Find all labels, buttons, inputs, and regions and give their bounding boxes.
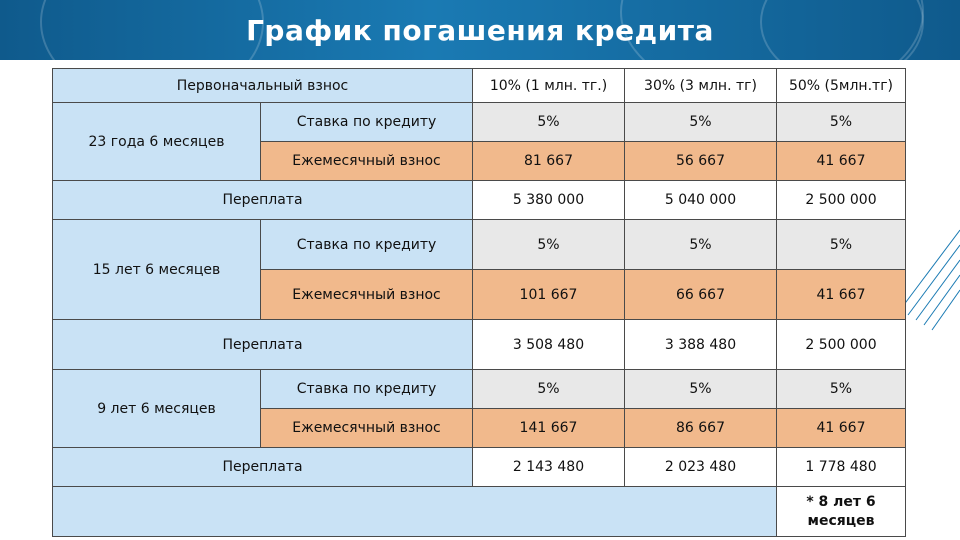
rate-label: Ставка по кредиту [260, 369, 473, 409]
footer-blank [52, 486, 777, 537]
header-row: Первоначальный взнос 10% (1 млн. тг.) 30… [52, 68, 906, 103]
decor-swirl [760, 0, 924, 60]
header-first-col: Первоначальный взнос [52, 68, 473, 103]
title-bar: График погашения кредита [0, 0, 960, 60]
overpay-label: Переплата [52, 447, 473, 487]
table-row: 9 лет 6 месяцев Ставка по кредиту 5% 5% … [52, 369, 906, 448]
overpay-cell: 2 500 000 [776, 319, 906, 370]
overpay-label: Переплата [52, 319, 473, 370]
table-row: Ежемесячный взнос 141 667 86 667 41 667 [53, 408, 906, 448]
rate-label: Ставка по кредиту [260, 219, 473, 270]
monthly-cell: 141 667 [472, 408, 625, 448]
rate-cell: 5% [472, 102, 625, 142]
rate-cell: 5% [472, 369, 625, 409]
overpay-cell: 2 500 000 [776, 180, 906, 220]
footnote: * 8 лет 6 месяцев [776, 486, 906, 537]
header-col3: 50% (5млн.тг) [776, 68, 906, 103]
decor-lines [899, 229, 960, 331]
rate-cell: 5% [624, 369, 777, 409]
monthly-cell: 66 667 [624, 269, 777, 320]
rate-cell: 5% [776, 219, 906, 270]
monthly-cell: 41 667 [776, 408, 906, 448]
table-row: Переплата 3 508 480 3 388 480 2 500 000 [52, 319, 906, 370]
monthly-cell: 86 667 [624, 408, 777, 448]
table-row: Переплата 5 380 000 5 040 000 2 500 000 [52, 180, 906, 220]
overpay-cell: 3 508 480 [472, 319, 625, 370]
monthly-cell: 41 667 [776, 269, 906, 320]
rate-cell: 5% [624, 102, 777, 142]
table-row: 23 года 6 месяцев Ставка по кредиту 5% 5… [52, 102, 906, 181]
overpay-cell: 3 388 480 [624, 319, 777, 370]
monthly-label: Ежемесячный взнос [260, 408, 473, 448]
monthly-cell: 56 667 [624, 141, 777, 181]
header-col2: 30% (3 млн. тг) [624, 68, 777, 103]
overpay-cell: 5 380 000 [472, 180, 625, 220]
monthly-cell: 41 667 [776, 141, 906, 181]
overpay-cell: 2 023 480 [624, 447, 777, 487]
overpay-cell: 5 040 000 [624, 180, 777, 220]
rate-label: Ставка по кредиту [260, 102, 473, 142]
footer-row: * 8 лет 6 месяцев [52, 486, 906, 537]
overpay-label: Переплата [52, 180, 473, 220]
monthly-cell: 81 667 [472, 141, 625, 181]
rate-cell: 5% [472, 219, 625, 270]
rate-cell: 5% [624, 219, 777, 270]
table-row: Переплата 2 143 480 2 023 480 1 778 480 [52, 447, 906, 487]
decor-swirl [40, 0, 264, 60]
table-row: 15 лет 6 месяцев Ставка по кредиту 5% 5%… [52, 219, 906, 320]
header-col1: 10% (1 млн. тг.) [472, 68, 625, 103]
rate-cell: 5% [776, 102, 906, 142]
monthly-cell: 101 667 [472, 269, 625, 320]
monthly-label: Ежемесячный взнос [260, 269, 473, 320]
rate-cell: 5% [776, 369, 906, 409]
term-label: 15 лет 6 месяцев [52, 219, 261, 320]
credit-schedule-table: Первоначальный взнос 10% (1 млн. тг.) 30… [52, 68, 906, 537]
term-label: 23 года 6 месяцев [52, 102, 261, 181]
monthly-label: Ежемесячный взнос [260, 141, 473, 181]
overpay-cell: 2 143 480 [472, 447, 625, 487]
term-label: 9 лет 6 месяцев [52, 369, 261, 448]
page-title: График погашения кредита [246, 14, 714, 47]
overpay-cell: 1 778 480 [776, 447, 906, 487]
table-row: Ежемесячный взнос 81 667 56 667 41 667 [53, 141, 906, 181]
